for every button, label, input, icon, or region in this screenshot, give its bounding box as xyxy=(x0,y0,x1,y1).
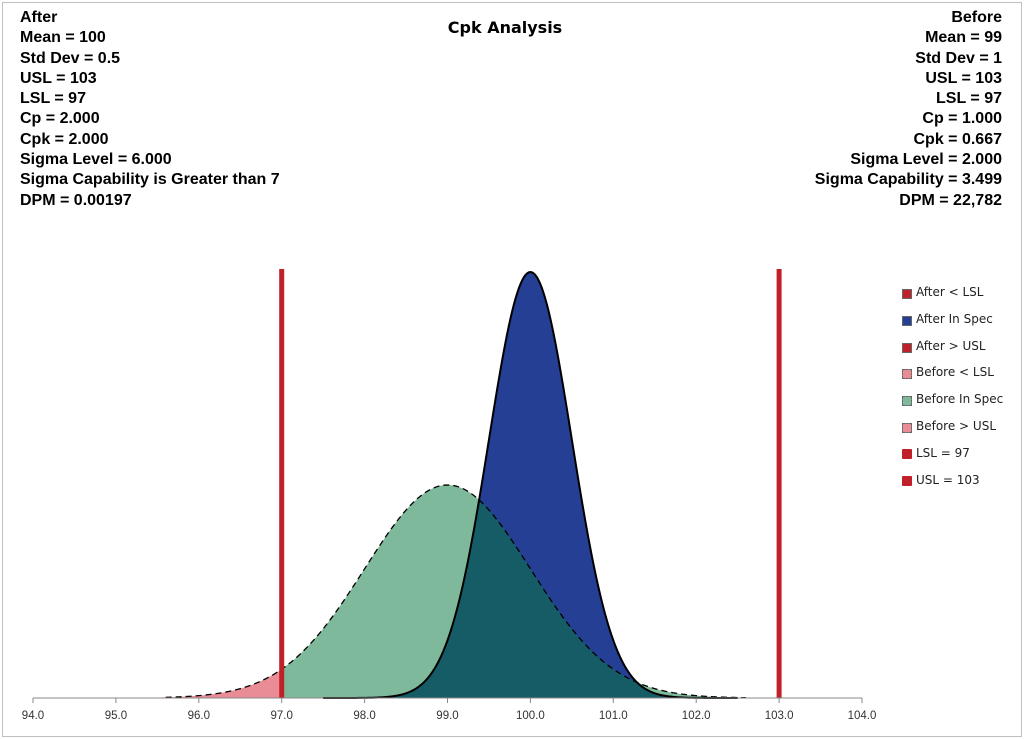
x-tick-label: 96.0 xyxy=(188,710,210,722)
legend-label: USL = 103 xyxy=(916,472,980,487)
after-curve-outline xyxy=(323,270,738,699)
legend-swatch xyxy=(902,422,912,433)
before-below-lsl-area xyxy=(33,669,282,698)
before-curve-outline xyxy=(165,484,746,699)
before-stat-line: Mean = 99 xyxy=(925,29,1002,47)
after-stat-line: USL = 103 xyxy=(20,69,97,87)
after-stats: After Mean = 100 Std Dev = 0.5 USL = 103… xyxy=(20,8,280,211)
x-tick-label: 100.0 xyxy=(516,710,545,722)
x-tick-label: 95.0 xyxy=(105,710,127,722)
after-stat-line: Sigma Capability is Greater than 7 xyxy=(20,171,280,189)
chart-title: Cpk Analysis xyxy=(447,18,563,37)
x-tick-label: 98.0 xyxy=(353,710,375,722)
legend-label: After In Spec xyxy=(916,311,993,326)
legend-swatch xyxy=(902,396,912,407)
legend-swatch xyxy=(902,448,912,459)
x-tick-label: 94.0 xyxy=(22,710,44,722)
after-stat-line: Cpk = 2.000 xyxy=(20,130,109,148)
legend-label: After < LSL xyxy=(916,285,984,299)
legend-swatch xyxy=(902,475,912,486)
after-in-spec-area xyxy=(281,272,780,698)
legend-label: After > USL xyxy=(916,338,986,353)
legend-swatch xyxy=(902,369,912,380)
legend-item: After > USL xyxy=(902,339,1003,366)
x-tick-label: 103.0 xyxy=(765,710,794,722)
legend-label: Before < LSL xyxy=(916,365,994,380)
legend-item: After < LSL xyxy=(902,285,1003,312)
chart-legend: After < LSL After In Spec After > USL Befor… xyxy=(902,285,1003,499)
after-stat-line: Std Dev = 0.5 xyxy=(20,49,121,67)
before-stat-line: Sigma Capability = 3.499 xyxy=(814,171,1002,189)
after-stat-line: Mean = 100 xyxy=(20,29,106,47)
legend-swatch xyxy=(902,315,912,326)
before-stat-line: Std Dev = 1 xyxy=(915,49,1002,67)
after-stat-line: Sigma Level = 6.000 xyxy=(20,151,172,169)
overlap-area xyxy=(323,500,738,698)
before-stat-line: Cp = 1.000 xyxy=(922,110,1002,128)
x-tick-label: 97.0 xyxy=(271,710,293,722)
before-stats: Before Mean = 99 Std Dev = 1 USL = 103 L… xyxy=(815,8,1002,211)
legend-item: LSL = 97 xyxy=(902,446,1003,473)
x-tick-label: 102.0 xyxy=(682,710,711,722)
after-stat-line: Cp = 2.000 xyxy=(20,110,100,128)
before-stat-line: DPM = 22,782 xyxy=(899,191,1002,209)
before-stat-line: Sigma Level = 2.000 xyxy=(850,151,1002,169)
legend-item: Before > USL xyxy=(902,419,1003,446)
before-stats-heading: Before xyxy=(951,9,1002,26)
after-stat-line: LSL = 97 xyxy=(20,90,86,108)
before-stat-line: Cpk = 0.667 xyxy=(913,130,1003,148)
x-tick-label: 104.0 xyxy=(848,710,877,722)
before-stat-line: LSL = 97 xyxy=(936,90,1002,108)
legend-label: Before > USL xyxy=(916,418,997,433)
legend-item: Before < LSL xyxy=(902,365,1003,392)
x-tick-label: 99.0 xyxy=(436,710,458,722)
x-tick-label: 101.0 xyxy=(599,710,628,722)
legend-item: Before In Spec xyxy=(902,392,1003,419)
after-stats-heading: After xyxy=(20,9,58,26)
before-stat-line: USL = 103 xyxy=(925,69,1002,87)
legend-item: USL = 103 xyxy=(902,473,1003,500)
legend-item: After In Spec xyxy=(902,312,1003,339)
after-stat-line: DPM = 0.00197 xyxy=(20,191,132,209)
legend-swatch xyxy=(902,289,912,299)
legend-label: LSL = 97 xyxy=(916,445,970,460)
legend-swatch xyxy=(902,342,912,353)
legend-label: Before In Spec xyxy=(916,392,1004,407)
